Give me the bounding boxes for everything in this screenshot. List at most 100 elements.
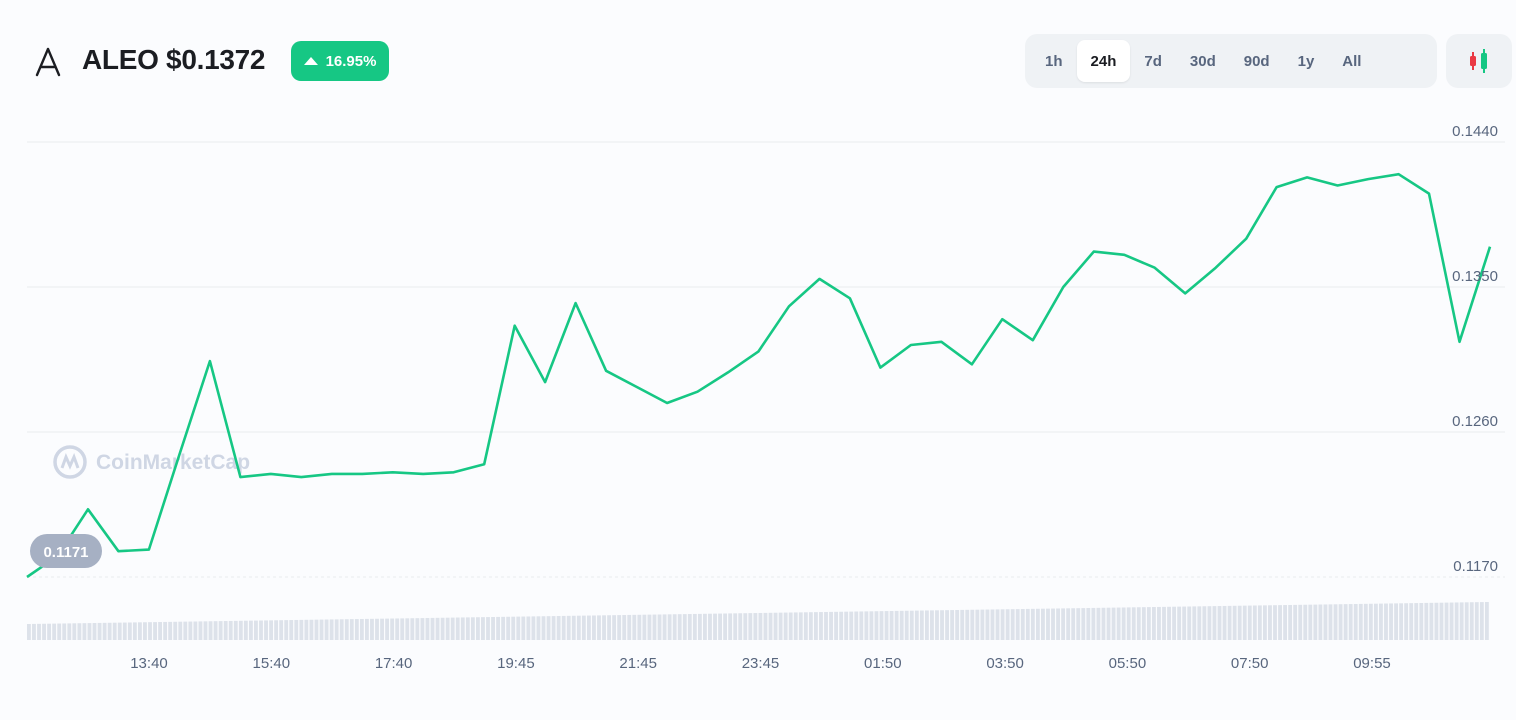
- volume-bar: [1187, 606, 1192, 640]
- volume-bar: [27, 624, 31, 640]
- range-1h-button[interactable]: 1h: [1045, 52, 1063, 70]
- y-tick-label: 0.1440: [1452, 123, 1498, 140]
- volume-bar: [233, 620, 238, 640]
- volume-bar: [839, 611, 844, 640]
- volume-bar: [713, 613, 717, 640]
- x-tick-label: 07:50: [1231, 655, 1269, 672]
- volume-bar: [193, 621, 198, 640]
- volume-bar: [1025, 608, 1030, 640]
- volume-bar: [501, 616, 506, 640]
- volume-bar: [1283, 605, 1288, 640]
- range-90d-button[interactable]: 90d: [1243, 52, 1270, 70]
- volume-bar: [834, 611, 839, 640]
- volume-bar: [1121, 607, 1126, 640]
- volume-bar: [259, 620, 263, 640]
- range-24h-button[interactable]: 24h: [1076, 40, 1131, 82]
- volume-bar: [1384, 603, 1388, 640]
- volume-bar: [884, 611, 889, 640]
- volume-bar: [1106, 607, 1111, 640]
- volume-bar: [849, 611, 854, 640]
- volume-bar: [541, 616, 546, 640]
- volume-bar: [294, 619, 299, 640]
- candlestick-toggle-button[interactable]: [1446, 34, 1512, 88]
- volume-bar: [491, 616, 495, 640]
- volume-bar: [955, 609, 960, 640]
- range-1y-button[interactable]: 1y: [1297, 52, 1315, 70]
- volume-bar: [183, 621, 188, 640]
- volume-bar: [1313, 604, 1318, 640]
- volume-bar: [158, 622, 163, 640]
- volume-bar: [1338, 604, 1343, 640]
- volume-bar: [168, 621, 173, 640]
- x-tick-label: 01:50: [864, 655, 902, 672]
- volume-bar: [793, 612, 798, 640]
- volume-bar: [1000, 609, 1005, 640]
- volume-bar: [1086, 608, 1091, 640]
- volume-bar: [420, 618, 425, 640]
- volume-bar: [1172, 606, 1177, 640]
- volume-bar: [637, 614, 642, 640]
- volume-bar: [914, 610, 919, 640]
- volume-bar: [1046, 608, 1050, 640]
- volume-bar: [1257, 605, 1262, 640]
- volume-bar: [1030, 608, 1035, 640]
- volume-bar: [198, 621, 203, 640]
- volume-bar: [1136, 607, 1141, 640]
- volume-bar: [1399, 603, 1404, 640]
- price-line: [26, 172, 1492, 579]
- volume-bar: [808, 612, 813, 640]
- volume-bar: [536, 616, 541, 640]
- volume-bar: [909, 610, 914, 640]
- volume-bar: [400, 618, 405, 640]
- range-7d-button[interactable]: 7d: [1144, 52, 1162, 70]
- volume-bar: [274, 620, 279, 640]
- volume-bar: [445, 617, 450, 640]
- range-30d-button[interactable]: 30d: [1189, 52, 1216, 70]
- volume-bar: [612, 615, 617, 640]
- volume-bar: [1146, 607, 1151, 640]
- volume-bar: [339, 619, 344, 640]
- volume-bar: [803, 612, 808, 640]
- volume-bar: [1010, 609, 1015, 640]
- volume-bar: [450, 617, 455, 640]
- volume-bar: [284, 620, 289, 640]
- volume-bar: [254, 620, 258, 640]
- volume-bar: [632, 614, 637, 640]
- volume-bar: [213, 621, 218, 640]
- volume-bar: [1464, 602, 1469, 640]
- volume-bar: [1096, 607, 1101, 640]
- volume-bar: [566, 615, 571, 640]
- volume-bar: [1197, 606, 1202, 640]
- x-tick-label: 15:40: [253, 655, 291, 672]
- volume-bar: [1217, 606, 1222, 640]
- volume-bar: [980, 609, 985, 640]
- price-header: ALEO $0.1372 16.95% 1h 24h 7d 30d 90d 1y…: [0, 0, 1516, 110]
- volume-bar: [1333, 604, 1338, 640]
- volume-bar: [899, 610, 904, 640]
- volume-bar: [1323, 604, 1328, 640]
- volume-bar: [143, 622, 147, 640]
- volume-bar: [703, 613, 707, 640]
- volume-bar: [1162, 606, 1166, 640]
- volume-bar: [1035, 608, 1040, 640]
- volume-bar: [597, 615, 601, 640]
- volume-bar: [571, 615, 576, 640]
- volume-bar: [919, 610, 924, 640]
- volume-bar: [753, 613, 758, 640]
- volume-bar: [990, 609, 995, 640]
- volume-bar: [1429, 602, 1434, 640]
- volume-bar: [1061, 608, 1066, 640]
- volume-bar: [1303, 604, 1308, 640]
- volume-bar: [238, 620, 243, 640]
- volume-bar: [37, 623, 41, 640]
- volume-bar: [425, 617, 430, 640]
- volume-bar: [314, 619, 319, 640]
- range-all-button[interactable]: All: [1342, 52, 1362, 70]
- volume-bar: [1141, 607, 1146, 640]
- volume-bar: [531, 616, 536, 640]
- volume-bars: [27, 602, 1489, 640]
- volume-bar: [1066, 608, 1071, 640]
- volume-bar: [743, 613, 748, 640]
- volume-bar: [1005, 609, 1010, 640]
- volume-bar: [1449, 602, 1454, 640]
